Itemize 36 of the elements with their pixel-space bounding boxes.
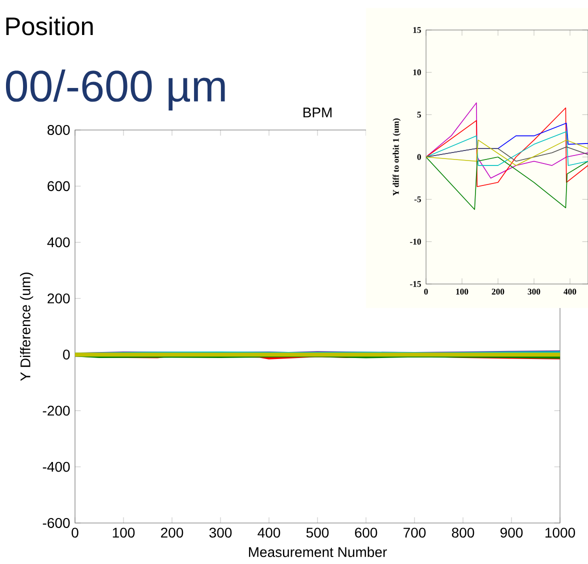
y-tick-label: 0 <box>63 350 70 360</box>
x-tick-label: 600 <box>355 528 378 538</box>
x-tick-label: 500 <box>306 528 329 538</box>
x-axis-title: Measurement Number <box>249 546 387 558</box>
x-tick-label: 200 <box>161 528 184 538</box>
y-tick-label: -400 <box>42 462 70 472</box>
y-tick-label: -15 <box>410 281 421 287</box>
text: 00/-600 µm <box>6 69 225 111</box>
x-tick-label: 700 <box>404 528 426 538</box>
x-tick-label: 100 <box>456 288 468 295</box>
y-tick-label: 0 <box>417 154 421 160</box>
y-tick-label: -200 <box>42 406 70 416</box>
x-tick-label: 300 <box>209 528 232 538</box>
y-tick-label: 800 <box>48 125 70 135</box>
x-tick-label: 800 <box>452 528 474 538</box>
y-axis-title: Y diff to orbit 1 (um) <box>392 118 401 196</box>
y-tick-label: 15 <box>413 27 421 33</box>
x-tick-label: 300 <box>528 288 540 295</box>
x-tick-label: 0 <box>72 528 78 538</box>
y-tick-label: 600 <box>48 181 70 192</box>
x-tick-label: 200 <box>492 288 504 295</box>
text: Position <box>6 16 93 36</box>
y-tick-label: -10 <box>410 238 421 245</box>
y-tick-label: -600 <box>42 518 70 528</box>
x-tick-label: 1000 <box>546 528 576 538</box>
y-tick-label: -5 <box>414 196 421 202</box>
x-tick-label: 100 <box>112 528 135 538</box>
chart-title: BPM <box>303 108 332 118</box>
x-tick-label: 0 <box>424 288 428 295</box>
y-tick-label: 400 <box>47 237 70 248</box>
y-axis-title: Y Difference (um) <box>20 272 34 381</box>
x-tick-label: 900 <box>500 528 523 538</box>
y-tick-label: 5 <box>417 112 421 118</box>
y-tick-label: 10 <box>413 69 421 76</box>
x-tick-label: 400 <box>258 528 280 538</box>
x-tick-label: 400 <box>564 288 576 295</box>
